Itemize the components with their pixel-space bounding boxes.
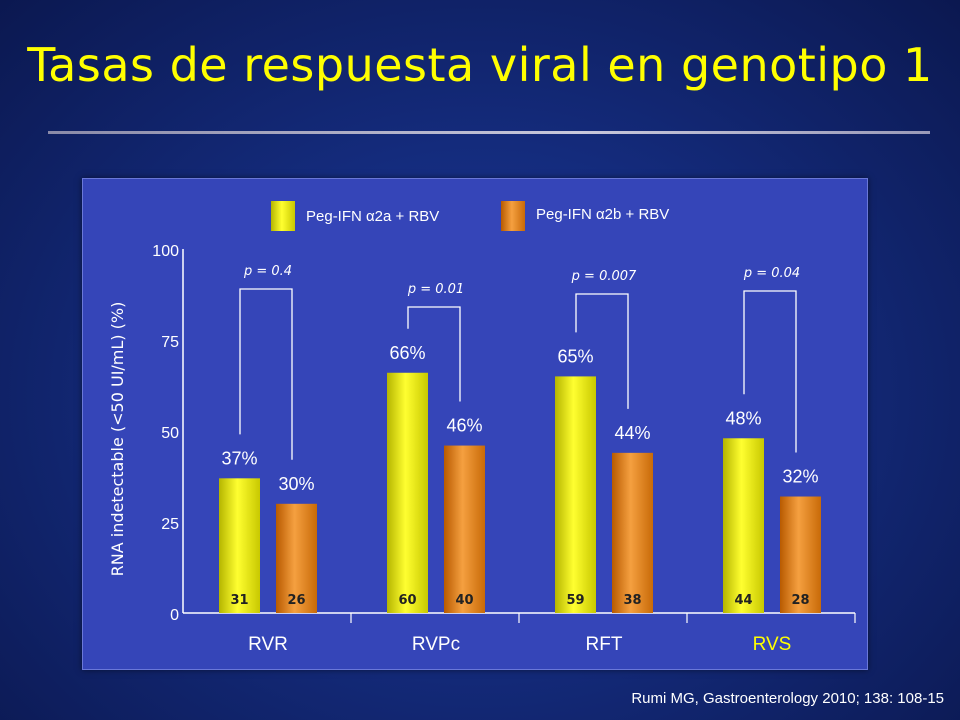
slide-title: Tasas de respuesta viral en genotipo 1 [27,38,933,92]
count-label: 28 [791,593,809,608]
bar-peg-ifn-2a-rvpc [387,372,428,613]
data-label: 32% [782,467,818,487]
chart-panel: 0 25 50 75 100 RNA indetectable (<50 UI/mL) (… [82,178,868,670]
data-label: 30% [278,474,314,494]
significance-bracket [743,290,797,453]
bar-peg-ifn-2a-rft [555,376,596,613]
category-label-rft: RFT [586,634,623,655]
p-value-label: p = 0.01 [407,282,464,297]
y-axis-label: RNA indetectable (<50 UI/mL) (%) [108,302,127,577]
y-tick-label: 25 [161,516,179,533]
count-label: 60 [398,593,416,608]
count-label: 59 [566,593,584,608]
count-label: 26 [287,593,305,608]
bar-peg-ifn-2b-rvs [780,496,821,613]
p-value-label: p = 0.04 [743,266,800,281]
legend-label: Peg-IFN α2b + RBV [536,206,669,223]
count-label: 40 [455,593,473,608]
citation: Rumi MG, Gastroenterology 2010; 138: 108… [631,690,944,707]
bar-chart: 0 25 50 75 100 RNA indetectable (<50 UI/mL) (… [108,201,856,655]
bar-peg-ifn-2b-rvpc [444,445,485,613]
title-divider [48,131,930,134]
count-label: 31 [230,593,248,608]
category-label-rvr: RVR [248,634,288,655]
y-tick-label: 75 [161,334,179,351]
significance-bracket [239,288,293,460]
bar-peg-ifn-2b-rvr [276,503,317,613]
data-label: 65% [557,346,593,366]
y-tick-label: 0 [170,607,179,624]
p-value-label: p = 0.007 [571,269,637,284]
y-tick-label: 50 [161,425,179,442]
y-tick-label: 100 [152,243,179,260]
count-label: 38 [623,593,641,608]
bar-peg-ifn-2a-rvs [723,438,764,613]
legend-swatch-peg-ifn-2a [271,201,295,231]
bar-peg-ifn-2b-rft [612,452,653,613]
data-label: 46% [446,416,482,436]
legend-label: Peg-IFN α2a + RBV [306,208,439,225]
bar-peg-ifn-2a-rvr [219,478,260,613]
p-value-label: p = 0.4 [243,264,292,279]
data-label: 44% [614,423,650,443]
legend-swatch-peg-ifn-2b [501,201,525,231]
data-label: 66% [389,343,425,363]
category-label-rvs: RVS [753,634,792,655]
significance-bracket [575,293,629,409]
significance-bracket [407,306,461,402]
category-label-rvpc: RVPc [412,634,460,655]
data-label: 48% [725,408,761,428]
count-label: 44 [734,593,752,608]
data-label: 37% [221,448,257,468]
